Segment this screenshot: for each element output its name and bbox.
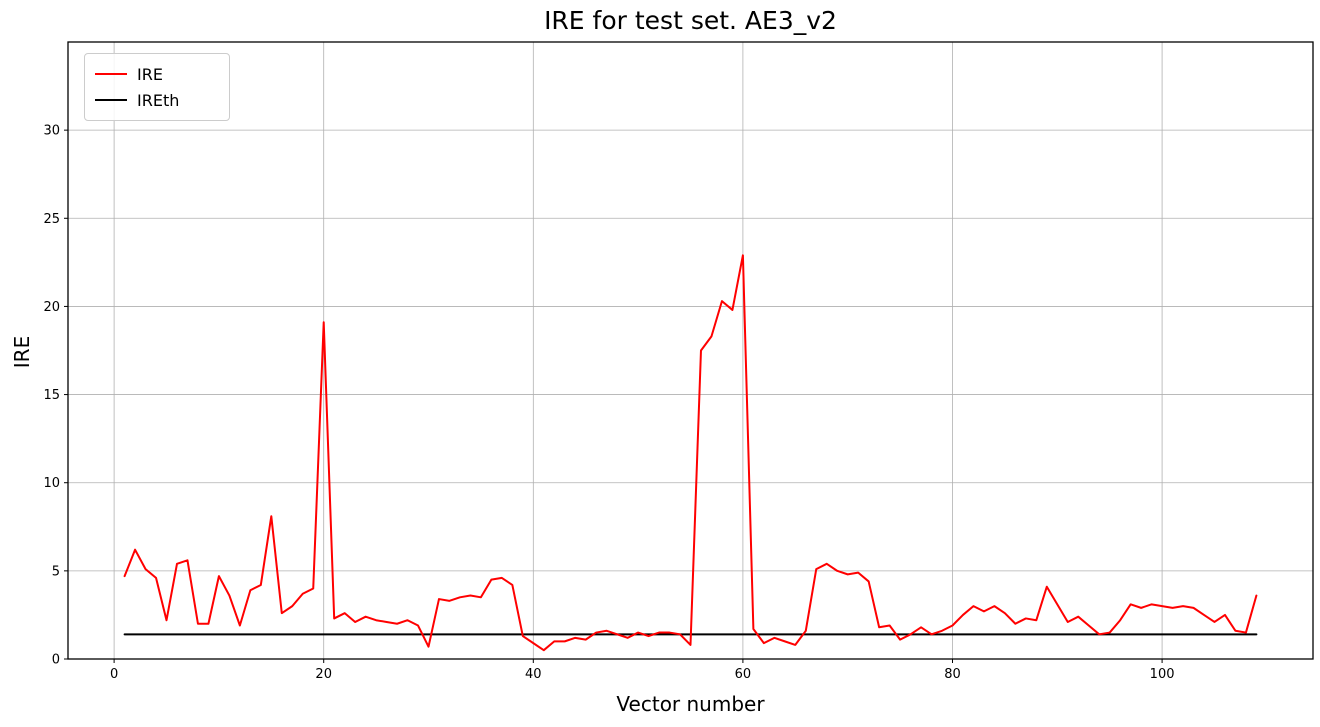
legend-entry-ire: IRE (95, 61, 219, 87)
x-tick-label: 20 (315, 667, 332, 682)
ireth-line-swatch (95, 99, 127, 101)
y-tick-label: 30 (43, 124, 60, 139)
ire-line-swatch (95, 73, 127, 75)
axes-border (67, 41, 1314, 660)
series-ire (123, 254, 1258, 652)
x-tick-label: 60 (735, 667, 752, 682)
legend-label-ire: IRE (137, 64, 163, 84)
x-axis-label: Vector number (616, 692, 765, 716)
chart-title: IRE for test set. AE3_v2 (544, 6, 837, 35)
y-tick-label: 0 (52, 653, 60, 668)
x-tick-label: 80 (944, 667, 961, 682)
y-tick-label: 20 (43, 300, 60, 315)
y-tick-label: 5 (52, 564, 60, 579)
legend-entry-ireth: IREth (95, 87, 219, 113)
y-tick-label: 25 (43, 212, 60, 227)
y-tick-label: 10 (43, 476, 60, 491)
x-tick-label: 40 (525, 667, 542, 682)
y-tick-label: 15 (43, 388, 60, 403)
x-tick-label: 0 (110, 667, 118, 682)
legend-label-ireth: IREth (137, 90, 180, 110)
x-tick-label: 100 (1150, 667, 1175, 682)
legend: IRE IREth (84, 53, 230, 121)
